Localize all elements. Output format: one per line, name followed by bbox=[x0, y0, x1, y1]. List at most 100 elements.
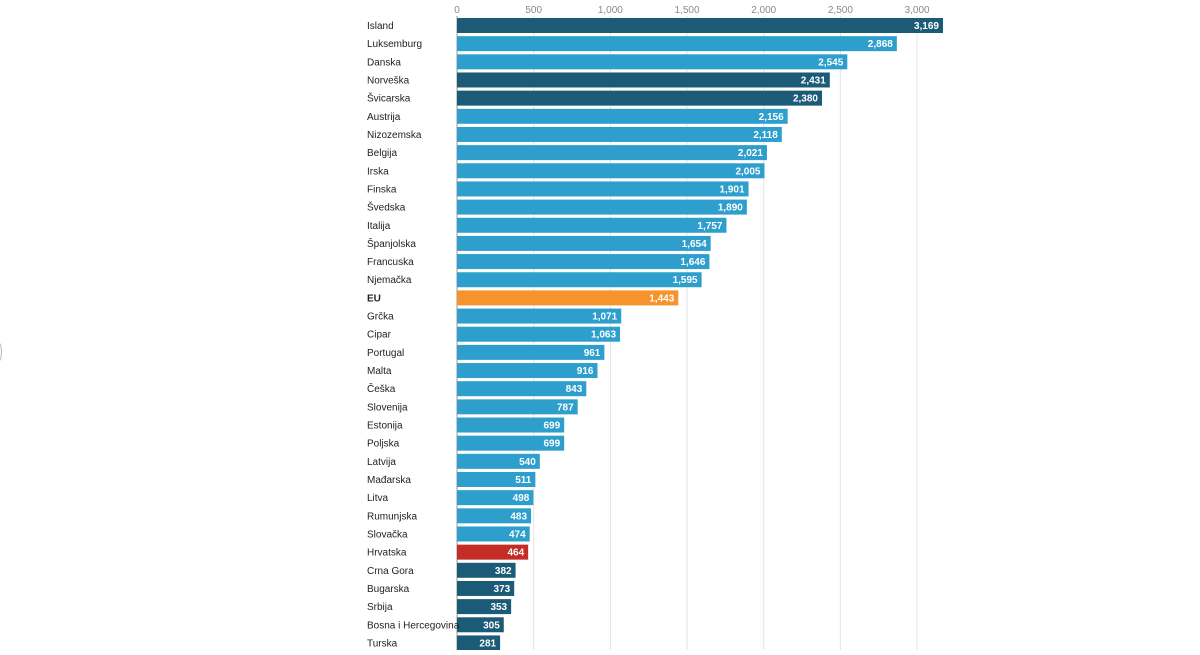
value-label-estonija: 699 bbox=[544, 421, 561, 432]
bar-ceska bbox=[457, 381, 587, 397]
category-label-bugarska: Bugarska bbox=[367, 584, 410, 595]
value-label-hrvatska: 464 bbox=[507, 548, 524, 559]
value-label-belgija: 2,021 bbox=[738, 148, 763, 159]
category-label-nizozemska: Nizozemska bbox=[367, 130, 422, 141]
category-label-litva: Litva bbox=[367, 493, 389, 504]
bar-austrija bbox=[457, 108, 788, 124]
category-label-finska: Finska bbox=[367, 184, 397, 195]
category-label-francuska: Francuska bbox=[367, 257, 414, 268]
value-label-ceska: 843 bbox=[566, 384, 583, 395]
category-label-portugal: Portugal bbox=[367, 348, 404, 359]
value-label-slovacka: 474 bbox=[509, 529, 526, 540]
x-axis-ticks: 0 500 1,000 1,500 2,000 2,500 3,000 bbox=[454, 5, 930, 16]
category-label-svedska: Švedska bbox=[367, 201, 406, 214]
x-tick-label: 1,000 bbox=[598, 5, 623, 16]
bar-portugal bbox=[457, 344, 605, 360]
x-tick-label: 500 bbox=[525, 5, 542, 16]
value-label-danska: 2,545 bbox=[818, 57, 843, 68]
value-label-madarska: 511 bbox=[515, 475, 532, 486]
bar-slovenija bbox=[457, 399, 578, 415]
value-labels: 3,169 2,868 2,545 2,431 2,380 2,156 2,118 2,021… bbox=[479, 21, 939, 649]
value-label-turska: 281 bbox=[479, 638, 496, 649]
value-label-malta: 916 bbox=[577, 366, 594, 377]
bar-hrvatska bbox=[457, 544, 529, 560]
category-label-latvija: Latvija bbox=[367, 457, 396, 468]
category-label-poljska: Poljska bbox=[367, 439, 400, 450]
category-label-eu: EU bbox=[367, 293, 381, 304]
category-label-crna-gora: Crna Gora bbox=[367, 566, 414, 577]
category-label-belgija: Belgija bbox=[367, 148, 397, 159]
x-tick-label: 0 bbox=[454, 5, 460, 16]
value-label-island: 3,169 bbox=[914, 21, 939, 32]
bar-srbija bbox=[457, 599, 512, 615]
value-label-irska: 2,005 bbox=[735, 166, 760, 177]
x-tick-label: 1,500 bbox=[675, 5, 700, 16]
bar-spanjolska bbox=[457, 235, 711, 251]
value-label-nizozemska: 2,118 bbox=[753, 130, 778, 141]
bar-danska bbox=[457, 54, 848, 70]
bar-finska bbox=[457, 181, 749, 197]
bar-grcka bbox=[457, 308, 622, 324]
value-label-italija: 1,757 bbox=[697, 221, 722, 232]
value-label-finska: 1,901 bbox=[720, 184, 745, 195]
value-label-norveska: 2,431 bbox=[801, 75, 826, 86]
value-label-bugarska: 373 bbox=[494, 584, 511, 595]
value-label-litva: 498 bbox=[513, 493, 530, 504]
category-label-italija: Italija bbox=[367, 221, 391, 232]
value-label-bosna-i-hercegovina: 305 bbox=[483, 620, 500, 631]
value-label-latvija: 540 bbox=[519, 457, 536, 468]
category-label-luksemburg: Luksemburg bbox=[367, 39, 422, 50]
bar-rumunjska bbox=[457, 508, 532, 524]
category-label-island: Island bbox=[367, 21, 394, 32]
value-label-austrija: 2,156 bbox=[759, 112, 784, 123]
bar-slovacka bbox=[457, 526, 530, 542]
bar-njemacka bbox=[457, 272, 702, 288]
bar-madarska bbox=[457, 472, 536, 487]
bar-luksemburg bbox=[457, 36, 897, 52]
bar-cipar bbox=[457, 326, 621, 342]
bar-svicarska bbox=[457, 90, 822, 106]
value-label-cipar: 1,063 bbox=[591, 330, 616, 341]
bars bbox=[457, 18, 943, 651]
bar-poljska bbox=[457, 435, 565, 451]
category-label-slovacka: Slovačka bbox=[367, 529, 408, 540]
bar-crna-gora bbox=[457, 562, 516, 578]
bar-norveska bbox=[457, 72, 830, 88]
category-label-slovenija: Slovenija bbox=[367, 402, 408, 413]
bar-island bbox=[457, 18, 943, 33]
category-label-spanjolska: Španjolska bbox=[367, 237, 416, 250]
bar-latvija bbox=[457, 453, 540, 469]
bar-irska bbox=[457, 163, 765, 179]
value-label-spanjolska: 1,654 bbox=[682, 239, 707, 250]
bar-belgija bbox=[457, 145, 767, 161]
category-label-norveska: Norveška bbox=[367, 75, 410, 86]
category-label-hrvatska: Hrvatska bbox=[367, 548, 407, 559]
category-label-danska: Danska bbox=[367, 57, 401, 68]
bar-svedska bbox=[457, 199, 747, 215]
bar-bosna-i-hercegovina bbox=[457, 617, 504, 633]
category-label-malta: Malta bbox=[367, 366, 392, 377]
value-label-srbija: 353 bbox=[490, 602, 507, 613]
value-label-poljska: 699 bbox=[544, 439, 561, 450]
value-label-crna-gora: 382 bbox=[495, 566, 512, 577]
category-label-rumunjska: Rumunjska bbox=[367, 511, 417, 522]
bar-bugarska bbox=[457, 580, 515, 596]
value-label-portugal: 961 bbox=[584, 348, 601, 359]
bar-nizozemska bbox=[457, 126, 782, 142]
value-label-rumunjska: 483 bbox=[510, 511, 527, 522]
x-tick-label: 2,500 bbox=[828, 5, 853, 16]
bar-turska bbox=[457, 635, 501, 651]
bar-eu bbox=[457, 290, 679, 306]
bar-litva bbox=[457, 490, 534, 506]
value-label-svicarska: 2,380 bbox=[793, 94, 818, 105]
value-label-luksemburg: 2,868 bbox=[868, 39, 893, 50]
value-label-svedska: 1,890 bbox=[718, 203, 743, 214]
x-tick-label: 2,000 bbox=[751, 5, 776, 16]
bar-italija bbox=[457, 217, 727, 233]
category-label-madarska: Mađarska bbox=[367, 475, 411, 486]
category-label-austrija: Austrija bbox=[367, 112, 401, 123]
category-label-njemacka: Njemačka bbox=[367, 275, 412, 286]
bar-francuska bbox=[457, 254, 710, 270]
value-label-njemacka: 1,595 bbox=[673, 275, 698, 286]
